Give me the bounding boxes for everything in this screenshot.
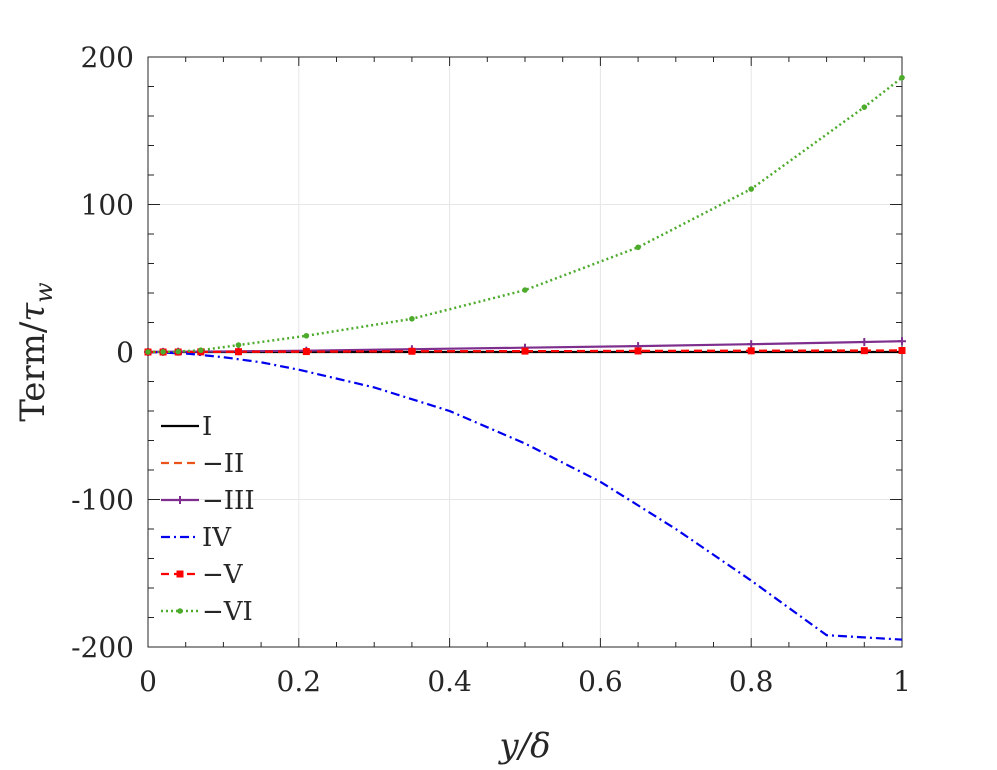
legend-label-2: −III	[202, 486, 255, 516]
y-tick-label: 0	[116, 336, 134, 369]
legend-label-1: −II	[202, 449, 244, 479]
x-tick-label: 0.4	[427, 665, 472, 698]
x-axis-tick-labels: 0 0.2 0.4 0.6 0.8 1	[139, 665, 911, 698]
series-5-marker	[748, 186, 754, 192]
series-markers	[144, 74, 906, 356]
series-5-marker	[409, 316, 415, 322]
series-5-marker	[175, 348, 181, 355]
x-tick-label: 0.2	[277, 665, 322, 698]
series-5-marker	[861, 104, 868, 110]
y-axis-tick-labels: -200 -100 0 100 200	[71, 41, 134, 664]
x-tick-label: 1	[893, 665, 911, 698]
series-4-marker	[898, 347, 906, 355]
series-line-5	[147, 76, 903, 354]
y-axis-label: Term/τw	[13, 282, 58, 422]
x-axis-label: y/δ	[497, 726, 550, 766]
series-4-marker	[234, 348, 242, 356]
y-axis-label-symbol: τ	[13, 302, 53, 322]
series-5-marker	[303, 332, 310, 339]
y-tick-label: 100	[81, 189, 134, 222]
series-5-marker	[522, 287, 528, 293]
series-5-marker	[145, 349, 151, 355]
series-lines	[147, 76, 903, 641]
x-tick-label: 0	[139, 665, 157, 698]
series-line-3	[147, 350, 903, 641]
series-4-marker	[747, 347, 755, 355]
y-tick-label: -200	[71, 631, 134, 664]
y-axis-label-subscript: w	[30, 282, 58, 303]
series-5-marker	[197, 347, 204, 354]
series-5-marker	[899, 74, 905, 81]
legend-marker-5	[177, 608, 183, 614]
legend-label-0: I	[202, 412, 212, 442]
series-4-marker	[302, 348, 310, 356]
series-4-marker	[860, 347, 868, 355]
legend: I −II −III IV −V −VI	[161, 412, 255, 627]
series-4-marker	[408, 347, 416, 355]
x-tick-label: 0.6	[578, 665, 623, 698]
y-axis-label-main: Term/	[13, 321, 53, 422]
legend-label-4: −V	[202, 560, 244, 590]
y-tick-label: 200	[81, 41, 134, 74]
x-tick-label: 0.8	[729, 665, 774, 698]
series-4-marker	[634, 347, 642, 355]
series-5-marker	[160, 349, 166, 355]
series-4-marker	[521, 347, 529, 355]
legend-label-3: IV	[202, 523, 232, 553]
series-5-marker	[235, 342, 242, 348]
y-tick-label: -100	[71, 484, 134, 517]
legend-label-5: −VI	[202, 597, 253, 627]
series-5-marker	[635, 244, 641, 251]
legend-marker-4	[176, 570, 184, 578]
